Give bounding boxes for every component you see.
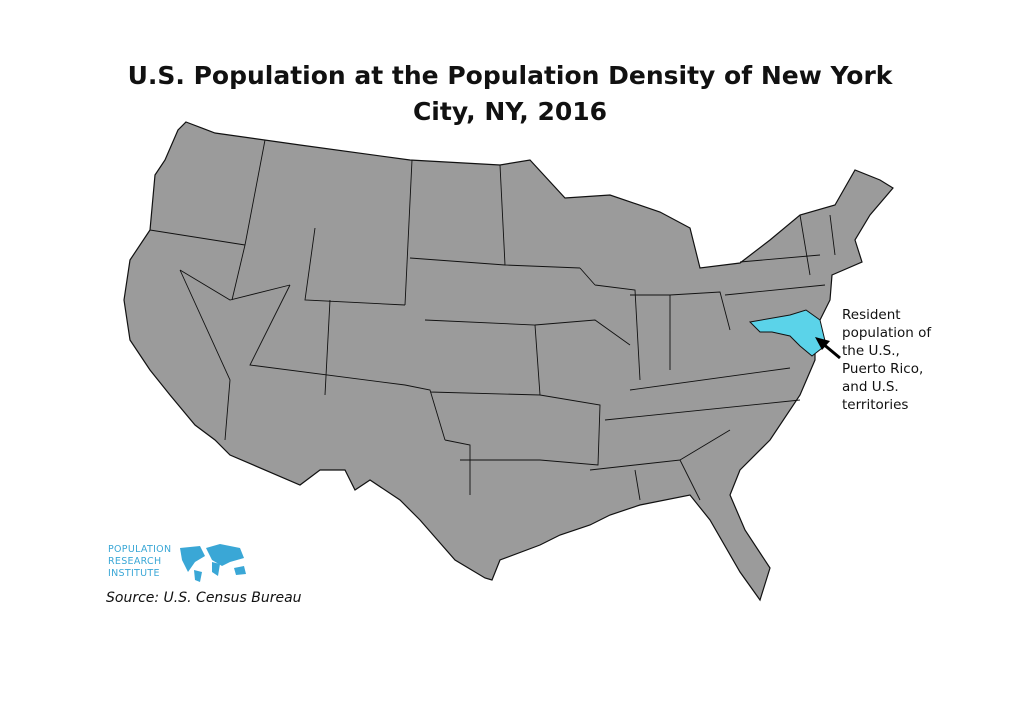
title: U.S. Population at the Population Densit… (127, 61, 893, 126)
logo-icon (180, 544, 246, 582)
arrow-head (815, 337, 830, 350)
state-borders (149, 139, 836, 501)
source: Source: U.S. Census Bureau (106, 590, 302, 606)
annotation: Resident population of the U.S., Puerto … (842, 307, 932, 413)
logo-text: POPULATION RESEARCH INSTITUTE (108, 544, 172, 579)
us-outline (123, 121, 894, 602)
highlighted-region (748, 309, 827, 357)
